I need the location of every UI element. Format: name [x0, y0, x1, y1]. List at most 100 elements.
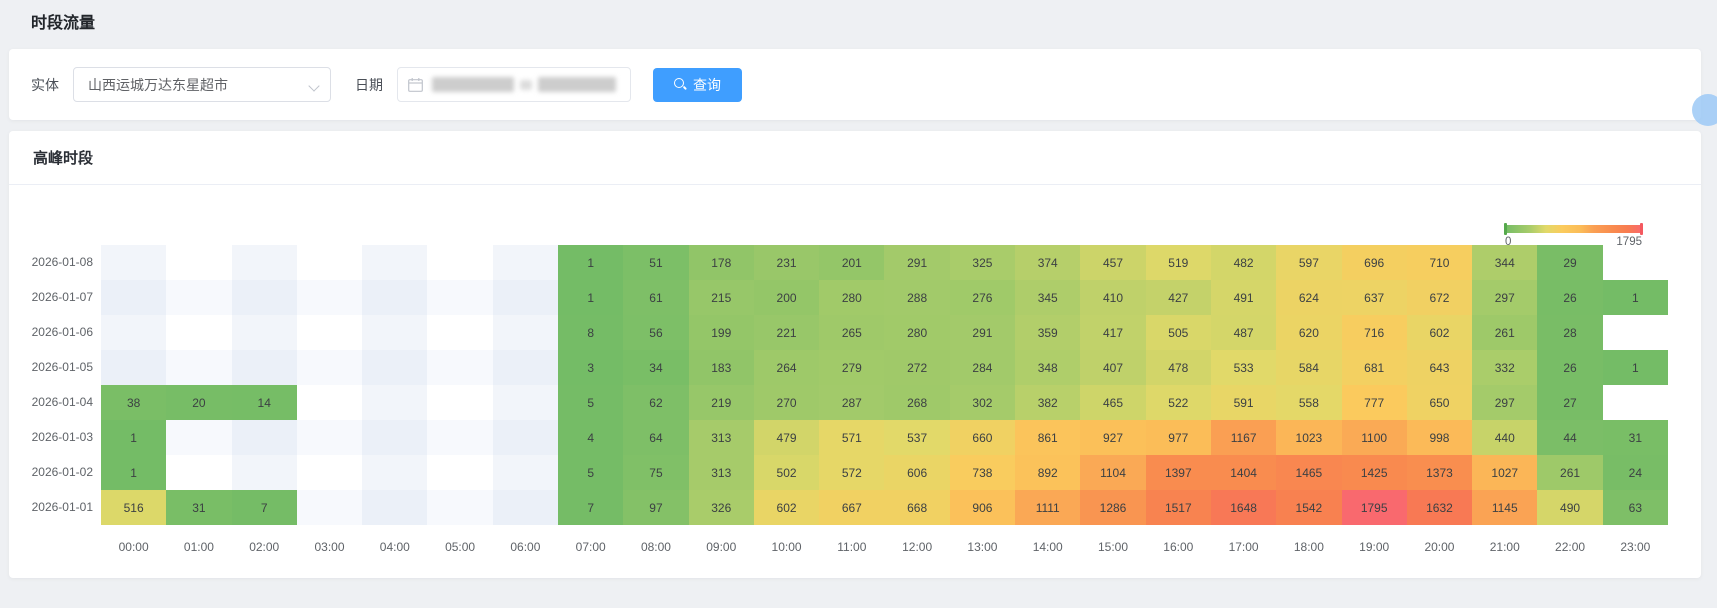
heatmap-cell[interactable]: 24: [1602, 455, 1668, 490]
heatmap-cell[interactable]: 345: [1015, 280, 1081, 315]
heatmap-cell[interactable]: 31: [1602, 420, 1668, 455]
heatmap-cell[interactable]: 62: [623, 385, 689, 420]
heatmap-cell[interactable]: 487: [1210, 315, 1277, 350]
heatmap-cell[interactable]: 591: [1210, 385, 1277, 420]
heatmap-cell[interactable]: 28: [1537, 315, 1603, 350]
heatmap-cell[interactable]: 374: [1015, 245, 1081, 280]
heatmap-cell[interactable]: 219: [688, 385, 754, 420]
heatmap-cell[interactable]: 20: [166, 385, 232, 420]
heatmap-cell[interactable]: 490: [1537, 490, 1603, 525]
heatmap-cell[interactable]: 297: [1472, 385, 1538, 420]
heatmap-cell[interactable]: 643: [1406, 350, 1473, 385]
heatmap-cell[interactable]: 261: [1537, 455, 1603, 490]
heatmap-cell[interactable]: 1397: [1145, 455, 1211, 490]
heatmap-cell[interactable]: 479: [753, 420, 820, 455]
heatmap-cell[interactable]: 26: [1537, 350, 1603, 385]
heatmap-cell[interactable]: 482: [1210, 245, 1277, 280]
heatmap-cell[interactable]: 1111: [1015, 490, 1081, 525]
heatmap-cell[interactable]: 5: [558, 385, 624, 420]
heatmap-cell[interactable]: 672: [1406, 280, 1473, 315]
heatmap-cell[interactable]: 1404: [1210, 455, 1277, 490]
heatmap-cell[interactable]: 61: [623, 280, 689, 315]
heatmap-cell[interactable]: 291: [949, 315, 1016, 350]
heatmap-cell[interactable]: 572: [819, 455, 885, 490]
heatmap-cell[interactable]: 660: [949, 420, 1016, 455]
heatmap-cell[interactable]: 1: [558, 280, 624, 315]
heatmap-cell[interactable]: 14: [231, 385, 297, 420]
heatmap-cell[interactable]: 1373: [1406, 455, 1473, 490]
heatmap-cell[interactable]: 291: [884, 245, 950, 280]
heatmap-cell[interactable]: 1542: [1276, 490, 1342, 525]
heatmap-cell[interactable]: 516: [101, 490, 167, 525]
heatmap-cell[interactable]: 571: [819, 420, 885, 455]
search-button[interactable]: 查询: [653, 67, 742, 102]
heatmap-cell[interactable]: 201: [819, 245, 885, 280]
heatmap-cell[interactable]: 44: [1537, 420, 1603, 455]
heatmap-cell[interactable]: 265: [819, 315, 885, 350]
heatmap-cell[interactable]: 1104: [1080, 455, 1146, 490]
heatmap-cell[interactable]: 537: [884, 420, 950, 455]
heatmap-cell[interactable]: 478: [1145, 350, 1211, 385]
heatmap-cell[interactable]: 1: [558, 245, 624, 280]
heatmap-cell[interactable]: 927: [1080, 420, 1146, 455]
heatmap-cell[interactable]: 268: [884, 385, 950, 420]
heatmap-cell[interactable]: 696: [1341, 245, 1407, 280]
heatmap-cell[interactable]: 1167: [1210, 420, 1277, 455]
heatmap-cell[interactable]: 407: [1080, 350, 1146, 385]
heatmap-cell[interactable]: 1: [1602, 280, 1668, 315]
heatmap-cell[interactable]: 276: [949, 280, 1016, 315]
heatmap-cell[interactable]: 4: [558, 420, 624, 455]
heatmap-cell[interactable]: 1425: [1341, 455, 1407, 490]
heatmap-cell[interactable]: 1517: [1145, 490, 1211, 525]
heatmap-cell[interactable]: 1632: [1406, 490, 1473, 525]
heatmap-cell[interactable]: 558: [1276, 385, 1342, 420]
heatmap-cell[interactable]: 998: [1406, 420, 1473, 455]
heatmap-cell[interactable]: 344: [1472, 245, 1538, 280]
heatmap-cell[interactable]: 417: [1080, 315, 1146, 350]
heatmap-cell[interactable]: 906: [949, 490, 1016, 525]
heatmap-cell[interactable]: 1795: [1341, 490, 1407, 525]
entity-select[interactable]: 山西运城万达东星超市: [73, 67, 331, 102]
heatmap-cell[interactable]: 624: [1276, 280, 1342, 315]
heatmap-cell[interactable]: 279: [819, 350, 885, 385]
heatmap-cell[interactable]: 427: [1145, 280, 1211, 315]
heatmap-cell[interactable]: 5: [558, 455, 624, 490]
heatmap-cell[interactable]: 650: [1406, 385, 1473, 420]
heatmap-cell[interactable]: 7: [558, 490, 624, 525]
heatmap-cell[interactable]: 584: [1276, 350, 1342, 385]
heatmap-cell[interactable]: 597: [1276, 245, 1342, 280]
heatmap-cell[interactable]: 332: [1472, 350, 1538, 385]
heatmap-cell[interactable]: 261: [1472, 315, 1538, 350]
heatmap-cell[interactable]: 231: [753, 245, 820, 280]
heatmap-cell[interactable]: 410: [1080, 280, 1146, 315]
heatmap-cell[interactable]: 1100: [1341, 420, 1407, 455]
heatmap-cell[interactable]: 178: [688, 245, 754, 280]
heatmap-cell[interactable]: 668: [884, 490, 950, 525]
heatmap-cell[interactable]: 667: [819, 490, 885, 525]
heatmap-cell[interactable]: 502: [753, 455, 820, 490]
heatmap-cell[interactable]: 221: [753, 315, 820, 350]
heatmap-cell[interactable]: 326: [688, 490, 754, 525]
heatmap-cell[interactable]: 183: [688, 350, 754, 385]
heatmap-cell[interactable]: 382: [1015, 385, 1081, 420]
heatmap-cell[interactable]: 348: [1015, 350, 1081, 385]
heatmap-cell[interactable]: 29: [1537, 245, 1603, 280]
heatmap-cell[interactable]: 777: [1341, 385, 1407, 420]
heatmap-cell[interactable]: 287: [819, 385, 885, 420]
heatmap-cell[interactable]: 602: [1406, 315, 1473, 350]
heatmap-cell[interactable]: 34: [623, 350, 689, 385]
heatmap-cell[interactable]: 1023: [1276, 420, 1342, 455]
heatmap-cell[interactable]: 716: [1341, 315, 1407, 350]
heatmap-cell[interactable]: 215: [688, 280, 754, 315]
heatmap-cell[interactable]: 3: [558, 350, 624, 385]
heatmap-cell[interactable]: 602: [753, 490, 820, 525]
heatmap-cell[interactable]: 26: [1537, 280, 1603, 315]
heatmap-cell[interactable]: 738: [949, 455, 1016, 490]
heatmap-cell[interactable]: 38: [101, 385, 167, 420]
heatmap-cell[interactable]: 522: [1145, 385, 1211, 420]
heatmap-cell[interactable]: 280: [884, 315, 950, 350]
heatmap-cell[interactable]: 27: [1537, 385, 1603, 420]
heatmap-cell[interactable]: 313: [688, 455, 754, 490]
heatmap-cell[interactable]: 1: [101, 420, 167, 455]
heatmap-cell[interactable]: 7: [231, 490, 297, 525]
